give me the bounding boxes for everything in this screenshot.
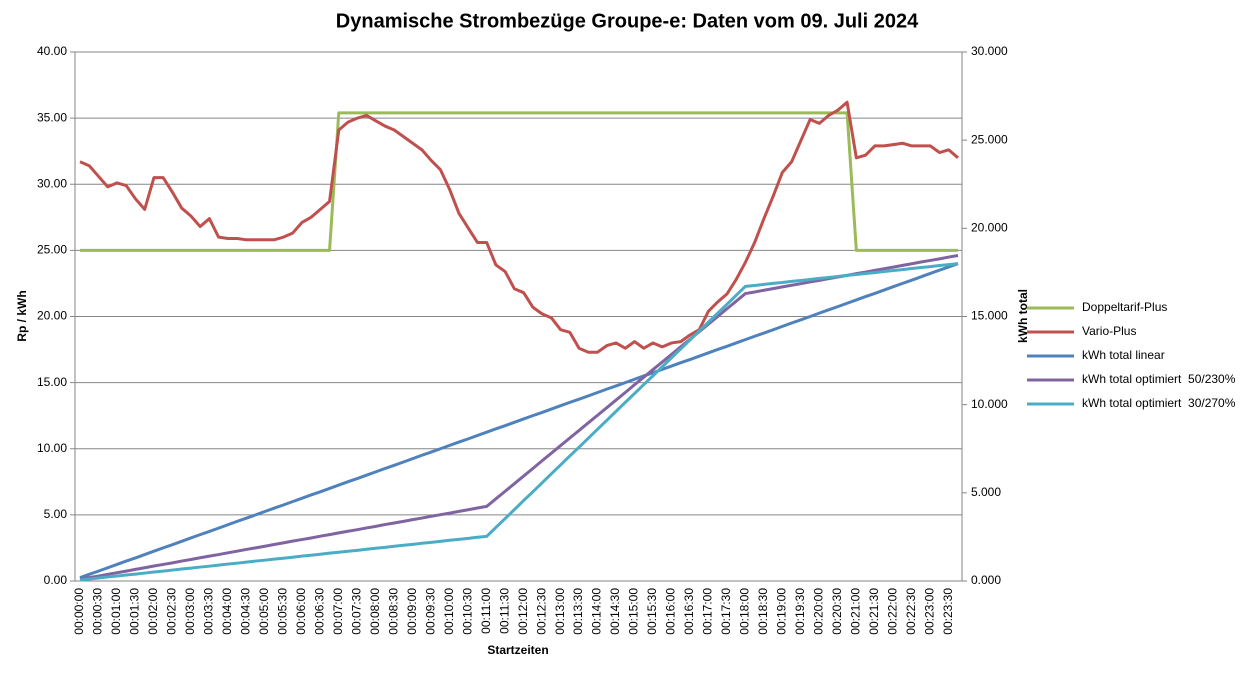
x-tick-label: 00:00:30	[91, 588, 105, 635]
x-tick-label: 00:09:30	[423, 588, 437, 635]
series-line	[80, 111, 958, 252]
x-tick-label: 00:12:30	[534, 588, 548, 635]
y2-tick-label: 10.000	[971, 397, 1008, 411]
x-tick-label: 00:01:00	[109, 588, 123, 635]
x-tick-label: 00:08:30	[386, 588, 400, 635]
chart-title: Dynamische Strombezüge Groupe-e: Daten v…	[336, 10, 919, 32]
x-tick-label: 00:08:00	[368, 588, 382, 635]
x-tick-label: 00:21:30	[867, 588, 881, 635]
series-line	[79, 254, 959, 581]
y2-tick-label: 0.000	[971, 573, 1001, 587]
y-tick-label: 5.00	[44, 507, 68, 521]
x-tick-label: 00:14:00	[590, 588, 604, 635]
x-tick-label: 00:06:30	[312, 588, 326, 635]
x-axis-title: Startzeiten	[487, 643, 548, 657]
x-tick-label: 00:04:00	[220, 588, 234, 635]
y-tick-label: 20.00	[37, 309, 67, 323]
plot-frame	[74, 51, 963, 582]
legend-label: kWh total linear	[1082, 348, 1165, 362]
x-tick-label: 00:15:30	[645, 588, 659, 635]
x-tick-label: 00:17:00	[701, 588, 715, 635]
x-tick-label: 00:01:30	[128, 588, 142, 635]
y-tick-label: 0.00	[44, 573, 68, 587]
x-tick-label: 00:10:30	[460, 588, 474, 635]
x-tick-label: 00:11:00	[479, 588, 493, 634]
legend-label: kWh total optimiert 30/270%	[1082, 396, 1236, 410]
y2-tick-label: 20.000	[971, 221, 1008, 235]
x-tick-label: 00:18:30	[756, 588, 770, 635]
x-tick-label: 00:16:00	[664, 588, 678, 635]
x-tick-label: 00:15:00	[627, 588, 641, 635]
y-tick-label: 25.00	[37, 243, 67, 257]
x-tick-label: 00:23:00	[922, 588, 936, 635]
x-tick-label: 00:19:30	[793, 588, 807, 635]
x-tick-label: 00:22:30	[904, 588, 918, 635]
x-tick-label: 00:00:00	[72, 588, 86, 635]
x-tick-label: 00:02:00	[146, 588, 160, 635]
x-tick-label: 00:10:00	[442, 588, 456, 635]
x-tick-label: 00:18:00	[738, 588, 752, 635]
y2-tick-label: 25.000	[971, 132, 1008, 146]
y2-tick-label: 5.000	[971, 485, 1001, 499]
x-tick-label: 00:03:30	[202, 588, 216, 635]
series-line	[79, 100, 959, 354]
y2-axis-title: kWh total	[1016, 289, 1030, 343]
y-tick-label: 35.00	[37, 110, 67, 124]
legend-label: Doppeltarif-Plus	[1082, 300, 1167, 314]
x-tick-label: 00:04:30	[239, 588, 253, 635]
series-line	[79, 262, 959, 582]
x-tick-label: 00:17:30	[719, 588, 733, 635]
x-tick-label: 00:06:00	[294, 588, 308, 635]
x-tick-label: 00:07:00	[331, 588, 345, 635]
x-tick-label: 00:11:30	[497, 588, 511, 634]
x-tick-label: 00:20:00	[812, 588, 826, 635]
x-tick-label: 00:09:00	[405, 588, 419, 635]
x-tick-label: 00:21:00	[849, 588, 863, 635]
series-line	[79, 262, 959, 580]
y-axis-title: Rp / kWh	[15, 290, 29, 341]
x-tick-label: 00:07:30	[349, 588, 363, 635]
x-tick-label: 00:05:30	[275, 588, 289, 635]
x-tick-label: 00:14:30	[608, 588, 622, 635]
legend-label: Vario-Plus	[1082, 324, 1136, 338]
x-tick-label: 00:02:30	[165, 588, 179, 635]
x-tick-label: 00:13:30	[571, 588, 585, 635]
x-tick-label: 00:20:30	[830, 588, 844, 635]
y2-tick-label: 30.000	[971, 44, 1008, 58]
y-tick-label: 15.00	[37, 375, 67, 389]
y-tick-label: 30.00	[37, 176, 67, 190]
x-tick-label: 00:13:00	[553, 588, 567, 635]
y2-tick-label: 15.000	[971, 309, 1008, 323]
y-tick-label: 40.00	[37, 44, 67, 58]
legend-label: kWh total optimiert 50/230%	[1082, 372, 1236, 386]
x-tick-label: 00:16:30	[682, 588, 696, 635]
x-tick-label: 00:22:00	[885, 588, 899, 635]
x-tick-label: 00:05:00	[257, 588, 271, 635]
x-tick-label: 00:23:30	[941, 588, 955, 635]
x-tick-label: 00:03:00	[183, 588, 197, 635]
x-tick-label: 00:12:00	[516, 588, 530, 635]
y-tick-label: 10.00	[37, 441, 67, 455]
x-tick-label: 00:19:00	[775, 588, 789, 635]
